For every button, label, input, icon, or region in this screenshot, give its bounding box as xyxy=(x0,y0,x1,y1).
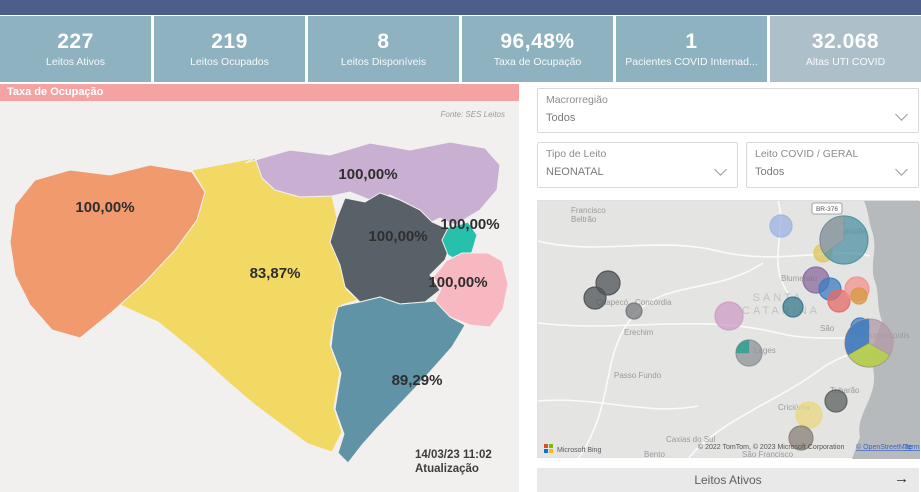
city-label: Passo Fundo xyxy=(614,371,662,380)
region-east[interactable] xyxy=(432,252,509,328)
region-south[interactable] xyxy=(330,296,466,464)
kpi-row: 227 Leitos Ativos 219 Leitos Ocupados 8 Leito… xyxy=(0,16,921,82)
filter-label: Tipo de Leito xyxy=(546,148,607,160)
city-label: Chapecó xyxy=(596,298,629,307)
region-northeast[interactable] xyxy=(329,192,453,305)
city-label: Caxias do Sul xyxy=(666,435,716,444)
map-bubble[interactable] xyxy=(788,425,814,451)
city-label: Criciúma xyxy=(778,403,810,412)
kpi-value: 227 xyxy=(57,30,94,53)
map-bubble[interactable] xyxy=(819,215,869,265)
top-band xyxy=(0,0,921,15)
attribution-link-osm[interactable]: © OpenStreetMap xyxy=(856,443,913,451)
attribution-text: © 2022 TomTom, © 2023 Microsoft Corporat… xyxy=(698,443,844,451)
svg-text:BR-376: BR-376 xyxy=(816,206,838,213)
kpi-card[interactable]: 32.068 Altas UTI COVID xyxy=(770,16,921,82)
choropleth-map: 100,00% 83,87% 100,00% 100,00% 100,00% 1… xyxy=(9,141,509,464)
filter-label: Leito COVID / GERAL xyxy=(755,148,859,160)
map-bubble[interactable] xyxy=(850,287,868,305)
region-value-foz: 100,00% xyxy=(440,216,499,233)
kpi-card[interactable]: 8 Leitos Disponíveis xyxy=(308,16,459,82)
bubble-pie-wedge[interactable] xyxy=(847,342,891,368)
region-value-northeast: 100,00% xyxy=(368,228,427,245)
kpi-card[interactable]: 227 Leitos Ativos xyxy=(0,16,151,82)
filter-leito-covid-geral[interactable]: Leito COVID / GERAL Todos xyxy=(746,142,919,188)
leitos-ativos-button[interactable]: Leitos Ativos → xyxy=(537,468,919,492)
update-time: 14/03/23 11:02 xyxy=(415,449,492,461)
kpi-value: 32.068 xyxy=(811,30,880,53)
kpi-label: Leitos Disponíveis xyxy=(340,56,427,68)
kpi-value: 96,48% xyxy=(500,30,575,53)
region-value-north: 100,00% xyxy=(338,166,397,183)
map-bubble[interactable] xyxy=(625,302,643,320)
bubble-pie-wedge[interactable] xyxy=(819,215,845,255)
kpi-value: 8 xyxy=(377,30,390,53)
bubble-pie-wedge[interactable] xyxy=(735,339,750,354)
kpi-card[interactable]: 1 Pacientes COVID Internad... xyxy=(616,16,767,82)
city-label: Concórdia xyxy=(635,298,672,307)
kpi-card[interactable]: 219 Leitos Ocupados xyxy=(154,16,305,82)
map-bubble[interactable] xyxy=(824,389,848,413)
bubble-map[interactable]: SANTA CATARINA Francisco Beltrão Chapecó Co… xyxy=(537,200,920,459)
filter-label: Macrorregião xyxy=(546,94,608,106)
update-block: 14/03/23 11:02 Atualização xyxy=(415,448,492,476)
map-bubble[interactable] xyxy=(714,301,744,331)
city-label: Tubarão xyxy=(830,386,860,395)
bing-logo: Microsoft Bing xyxy=(544,444,601,454)
city-label: São xyxy=(820,324,835,333)
city-label: Erechim xyxy=(624,328,654,337)
kpi-label: Leitos Ocupados xyxy=(190,56,269,68)
bubble-layer xyxy=(583,214,894,451)
map-bubble[interactable] xyxy=(735,339,763,367)
attribution-link-terms[interactable]: Terms xyxy=(904,444,920,451)
kpi-label: Pacientes COVID Internad... xyxy=(625,56,758,68)
filter-value[interactable]: Todos xyxy=(546,112,576,124)
occupancy-panel: Taxa de Ocupação Fonte: SES Leitos 100,0… xyxy=(0,84,519,492)
map-bubble[interactable] xyxy=(782,296,804,318)
state-label-line2: CATARINA xyxy=(742,305,820,317)
source-note: Fonte: SES Leitos xyxy=(440,110,505,119)
filter-macrorregiao[interactable]: Macrorregião Todos xyxy=(537,88,919,133)
region-north[interactable] xyxy=(244,141,501,226)
road-badge: BR-376 xyxy=(811,202,843,215)
filter-value[interactable]: Todos xyxy=(755,166,785,178)
city-label: Lages xyxy=(754,346,776,355)
region-value-west: 100,00% xyxy=(75,199,134,216)
map-bubble[interactable] xyxy=(827,289,851,313)
map-attribution: © 2022 TomTom, © 2023 Microsoft Corporat… xyxy=(698,443,920,451)
city-label: Beltrão xyxy=(571,215,597,224)
kpi-label: Altas UTI COVID xyxy=(805,56,886,68)
kpi-value: 219 xyxy=(211,30,248,53)
arrow-right-icon[interactable]: → xyxy=(894,470,909,487)
map-bubble[interactable] xyxy=(583,286,607,310)
map-bubble[interactable] xyxy=(795,401,823,429)
city-label: Blumenau xyxy=(781,274,817,283)
region-value-south: 89,29% xyxy=(392,372,443,389)
filter-tipo-de-leito[interactable]: Tipo de Leito NEONATAL xyxy=(537,142,738,188)
region-value-central: 83,87% xyxy=(250,265,301,282)
city-label: Bento xyxy=(644,450,665,459)
kpi-label: Leitos Ativos xyxy=(46,56,105,68)
region-west[interactable] xyxy=(9,164,206,339)
city-label: Francisco xyxy=(571,206,606,215)
map-bubble[interactable] xyxy=(769,214,793,238)
city-label: São Francisco xyxy=(742,450,794,459)
kpi-label: Taxa de Ocupação xyxy=(493,56,582,68)
footer-label: Leitos Ativos xyxy=(694,473,762,487)
svg-text:Microsoft Bing: Microsoft Bing xyxy=(557,447,601,454)
kpi-card[interactable]: 96,48% Taxa de Ocupação xyxy=(462,16,613,82)
bubble-pie-wedge[interactable] xyxy=(844,318,870,356)
filter-value[interactable]: NEONATAL xyxy=(546,166,604,178)
region-value-east: 100,00% xyxy=(428,274,487,291)
occupancy-panel-title: Taxa de Ocupação xyxy=(0,84,519,101)
update-label: Atualização xyxy=(415,463,479,475)
kpi-value: 1 xyxy=(685,30,698,53)
map-bubble[interactable] xyxy=(844,318,894,368)
